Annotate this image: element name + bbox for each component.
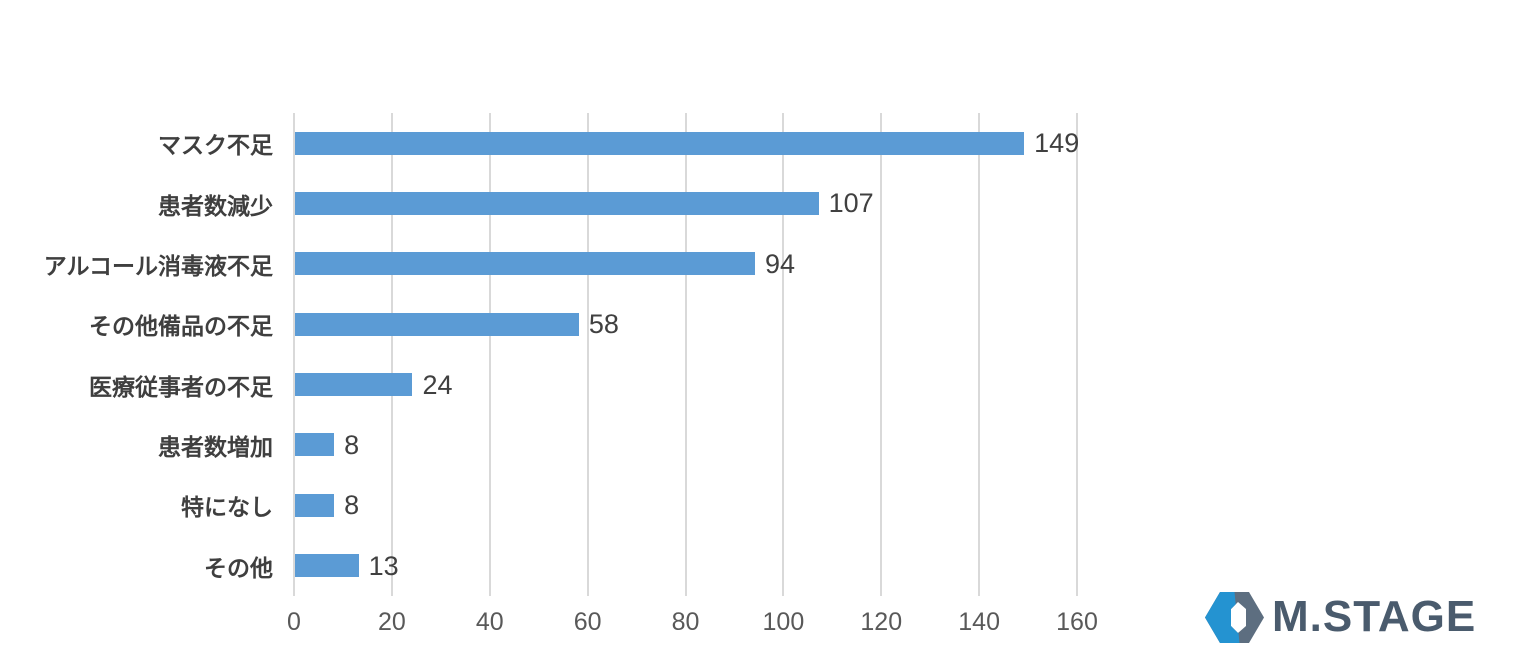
bar-row: 107 [294, 173, 1077, 233]
x-axis-tick-label: 120 [860, 608, 903, 636]
data-bar [295, 493, 335, 517]
x-axis-tick-label: 140 [958, 608, 1000, 636]
gridline [586, 113, 589, 596]
bar-row: 8 [294, 475, 1077, 535]
x-axis-tick-label: 20 [377, 608, 406, 636]
gridline [488, 113, 491, 596]
gridline [978, 113, 981, 596]
bar-row: 8 [294, 415, 1077, 475]
value-label: 107 [828, 188, 874, 219]
value-label: 13 [368, 550, 399, 581]
x-axis-tick-label: 160 [1056, 608, 1098, 636]
category-label: 患者数増加 [158, 434, 273, 461]
category-label: 患者数減少 [158, 192, 273, 219]
bar-row: 13 [294, 536, 1077, 596]
data-bar [295, 191, 819, 215]
y-axis-line [293, 113, 295, 596]
plot-area: 0 20 40 60 80 100 120 140 160 149 107 94 58 24 8 8 13 [287, 113, 1098, 636]
data-bar [295, 554, 359, 578]
bar-row: 149 [294, 113, 1080, 173]
category-label: マスク不足 [158, 132, 273, 159]
y-axis-category-labels: マスク不足患者数減少アルコール消毒液不足その他備品の不足 医療従事者の不足患者数増… [0, 113, 283, 596]
hexagon-ring-icon [1205, 591, 1264, 643]
value-label: 58 [588, 309, 619, 340]
data-bar [295, 131, 1025, 155]
data-bar [295, 433, 335, 457]
bar-row: 24 [294, 355, 1077, 415]
data-bar [295, 312, 579, 336]
value-label: 8 [344, 429, 360, 460]
data-bar [295, 373, 413, 396]
gridline [684, 113, 687, 596]
bar-row: 94 [294, 234, 1077, 294]
x-axis-tick-label: 60 [573, 608, 602, 636]
x-axis-tick-label: 100 [762, 608, 805, 636]
bar-row: 58 [294, 294, 1077, 354]
category-label: 特になし [181, 494, 273, 521]
gridline [390, 113, 393, 596]
mstage-logo-text: M.STAGE [1272, 592, 1477, 641]
value-label: 24 [422, 369, 453, 400]
value-label: 149 [1034, 128, 1080, 158]
gridline [782, 113, 785, 596]
mstage-logo: M.STAGE [1201, 591, 1480, 643]
x-axis-tick-label: 0 [287, 608, 301, 636]
data-bar [295, 252, 755, 276]
value-label: 8 [344, 490, 360, 521]
category-label: その他 [204, 554, 273, 581]
value-label: 94 [765, 248, 796, 279]
gridline [1076, 113, 1078, 596]
gridline [880, 113, 883, 596]
x-axis-tick-label: 80 [671, 608, 700, 636]
x-axis-tick-label: 40 [475, 608, 504, 636]
category-label: 医療従事者の不足 [89, 373, 273, 400]
category-label: アルコール消毒液不足 [43, 252, 273, 279]
category-label: その他備品の不足 [89, 313, 273, 340]
